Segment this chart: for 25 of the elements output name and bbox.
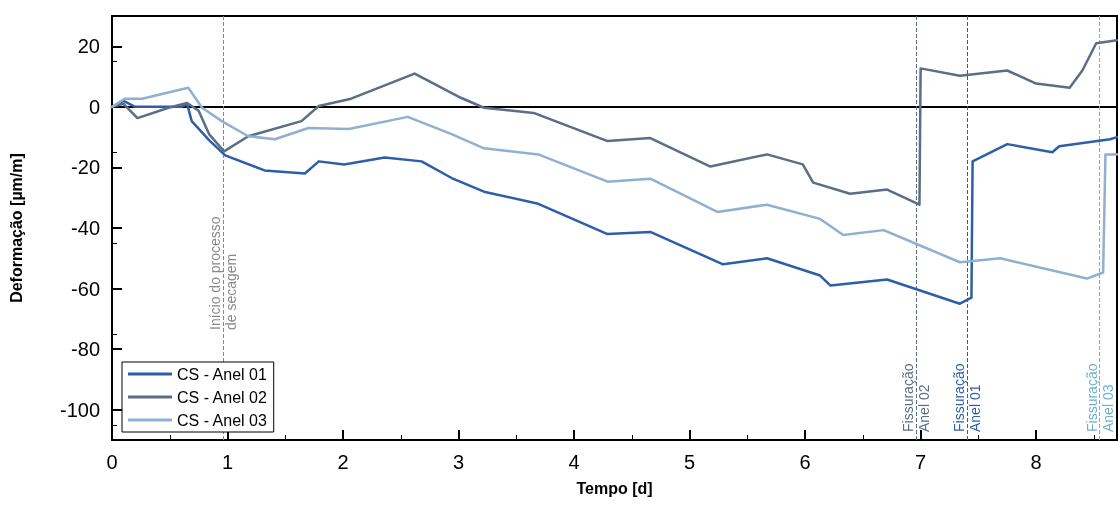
x-tick-label: 1 [221,451,234,473]
legend-label: CS - Anel 02 [177,388,267,406]
y-tick-label: -20 [71,156,100,179]
y-tick-label: 0 [88,95,100,118]
y-tick-label: -80 [71,338,100,361]
x-axis-title: Tempo [d] [576,479,653,497]
y-tick-label: -100 [59,398,100,421]
x-tick-label: 5 [684,451,696,473]
x-tick-label: 7 [915,451,927,473]
ref-line-label: Fissuração Anel 03 [1083,363,1116,432]
ref-line-label: Fissuração Anel 01 [950,363,983,432]
y-tick-label: -60 [71,277,100,300]
x-tick-label: 0 [106,451,118,473]
ref-line-label: Início do processo de secagem [206,216,239,330]
y-tick-label: -40 [71,217,100,239]
x-tick-label: 3 [452,451,465,473]
y-tick-label: 20 [77,35,100,58]
y-axis-title: Deformação [µm/m] [7,153,25,303]
x-tick-label: 8 [1030,451,1042,473]
ref-line-label: Fissuração Anel 02 [900,363,932,432]
x-tick-label: 4 [568,451,580,473]
x-tick-label: 6 [799,451,811,473]
legend-label: CS - Anel 03 [177,411,267,429]
legend-label: CS - Anel 01 [177,365,267,383]
x-tick-label: 2 [337,451,349,473]
